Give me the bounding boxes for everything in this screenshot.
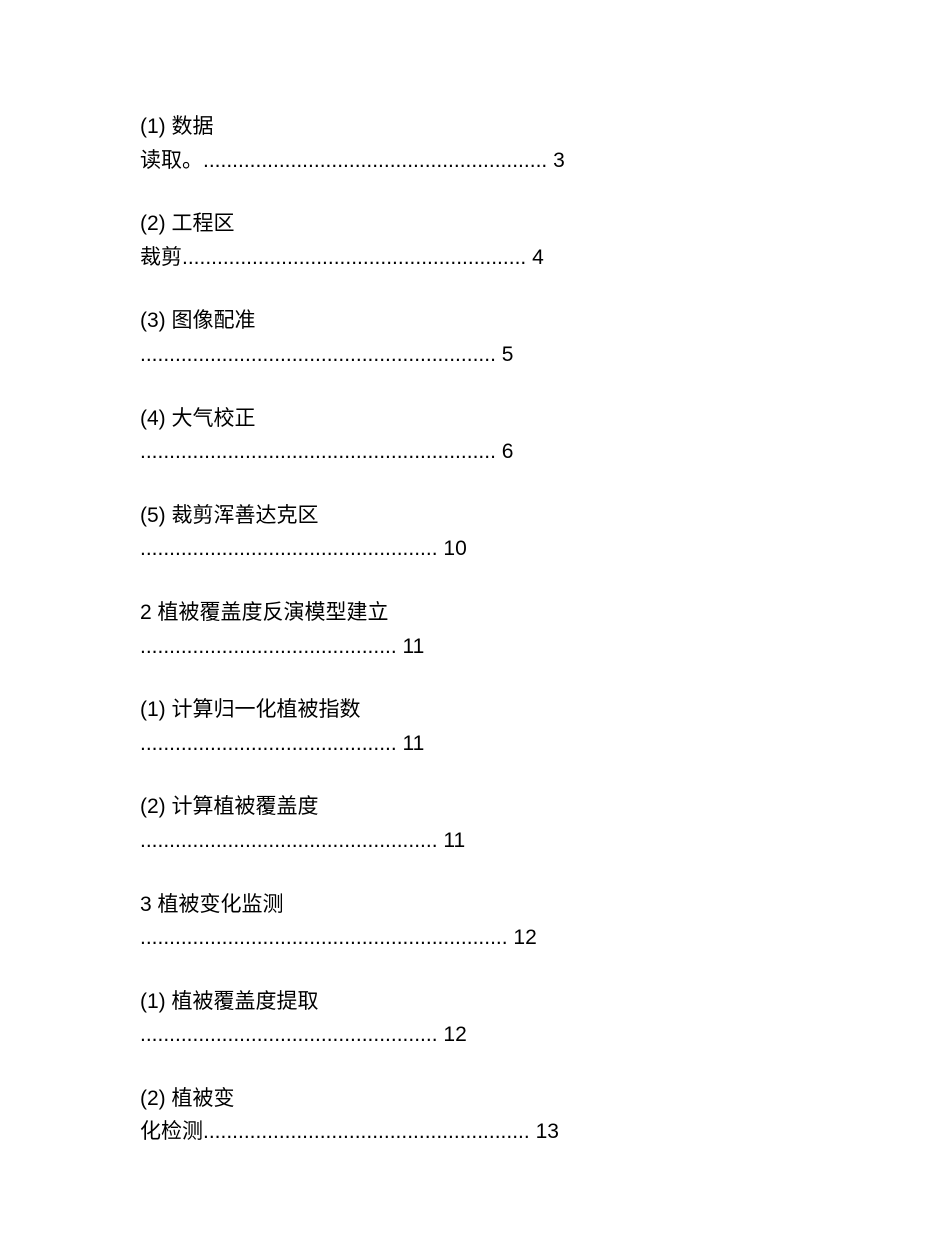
- toc-leader: ........................................…: [140, 537, 438, 560]
- toc-page-number: 11: [438, 829, 466, 852]
- toc-entry: 2 植被覆盖度反演模型建立...........................…: [140, 596, 810, 663]
- toc-entry-leader-line: ........................................…: [140, 1018, 810, 1052]
- toc-leader: ........................................…: [140, 440, 496, 463]
- toc-leader: ........................................…: [203, 149, 547, 172]
- toc-entry-title: 2 植被覆盖度反演模型建立: [140, 596, 810, 630]
- toc-entry-leader-line: ........................................…: [140, 727, 810, 761]
- toc-leader: ........................................…: [140, 829, 438, 852]
- toc-entry-title: 3 植被变化监测: [140, 888, 810, 922]
- toc-entry-title-cont: 读取。: [140, 149, 203, 172]
- toc-entry-title: (2) 工程区: [140, 207, 810, 241]
- toc-page-number: 11: [397, 732, 425, 755]
- toc-entry-title: (1) 计算归一化植被指数: [140, 693, 810, 727]
- toc-entry-leader-line: ........................................…: [140, 435, 810, 469]
- toc-entry-title: (1) 数据: [140, 110, 810, 144]
- toc-page-number: 5: [496, 343, 514, 366]
- toc-entry: (2) 工程区裁剪...............................…: [140, 207, 810, 274]
- toc-page-number: 6: [496, 440, 514, 463]
- toc-entry: (1) 植被覆盖度提取.............................…: [140, 985, 810, 1052]
- toc-entry: (1) 计算归一化植被指数...........................…: [140, 693, 810, 760]
- toc-entry-leader-line: ........................................…: [140, 532, 810, 566]
- toc-leader: ........................................…: [140, 635, 397, 658]
- toc-entry-title: (2) 计算植被覆盖度: [140, 790, 810, 824]
- toc-entry-title: (3) 图像配准: [140, 304, 810, 338]
- toc-entry-title: (1) 植被覆盖度提取: [140, 985, 810, 1019]
- toc-entry-title: (2) 植被变: [140, 1082, 810, 1116]
- toc-entry: (4) 大气校正................................…: [140, 402, 810, 469]
- toc-leader: ........................................…: [203, 1120, 530, 1143]
- toc-entry: (2) 植被变化检测..............................…: [140, 1082, 810, 1149]
- toc-leader: ........................................…: [140, 926, 508, 949]
- toc-entry-leader-line: ........................................…: [140, 630, 810, 664]
- toc-page-number: 4: [526, 246, 544, 269]
- toc-entry: (3) 图像配准................................…: [140, 304, 810, 371]
- toc-entry-leader-line: ........................................…: [140, 921, 810, 955]
- toc-entry-leader-line: ........................................…: [140, 338, 810, 372]
- toc-page-number: 12: [438, 1023, 467, 1046]
- toc-entry-leader-line: 裁剪......................................…: [140, 241, 810, 275]
- toc-leader: ........................................…: [182, 246, 526, 269]
- toc-page-number: 10: [438, 537, 467, 560]
- toc-entry: (1) 数据读取。...............................…: [140, 110, 810, 177]
- toc-entry: (2) 计算植被覆盖度.............................…: [140, 790, 810, 857]
- toc-page-number: 3: [547, 149, 565, 172]
- toc-entry-title: (4) 大气校正: [140, 402, 810, 436]
- toc-leader: ........................................…: [140, 1023, 438, 1046]
- toc-page-number: 11: [397, 635, 425, 658]
- toc-entry-title: (5) 裁剪浑善达克区: [140, 499, 810, 533]
- toc-entry-leader-line: ........................................…: [140, 824, 810, 858]
- toc-page-number: 13: [530, 1120, 559, 1143]
- toc-page-number: 12: [508, 926, 537, 949]
- toc-entry-leader-line: 读取。.....................................…: [140, 144, 810, 178]
- toc-entry: (5) 裁剪浑善达克区.............................…: [140, 499, 810, 566]
- toc-entry-title-cont: 裁剪: [140, 246, 182, 269]
- toc-leader: ........................................…: [140, 343, 496, 366]
- toc-page: (1) 数据读取。...............................…: [0, 0, 950, 1239]
- toc-leader: ........................................…: [140, 732, 397, 755]
- toc-entry-title-cont: 化检测: [140, 1120, 203, 1143]
- toc-entry-leader-line: 化检测.....................................…: [140, 1115, 810, 1149]
- toc-entry: 3 植被变化监测................................…: [140, 888, 810, 955]
